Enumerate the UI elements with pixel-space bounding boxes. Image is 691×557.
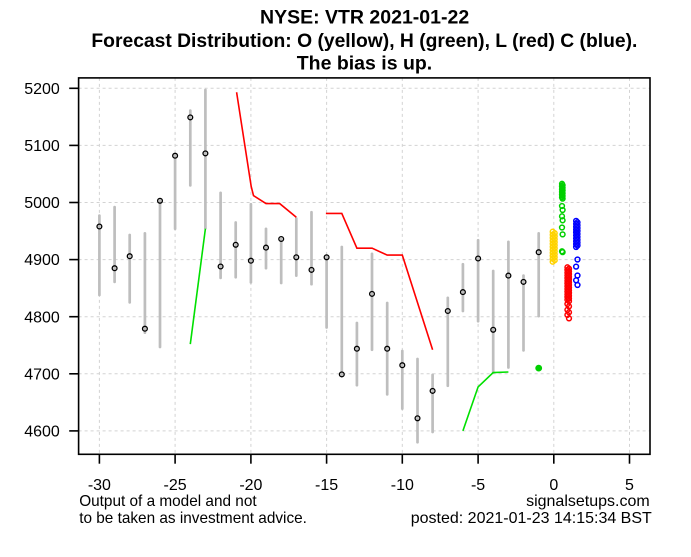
svg-text:5100: 5100 bbox=[24, 138, 60, 155]
svg-text:Forecast Distribution: O (yell: Forecast Distribution: O (yellow), H (gr… bbox=[91, 31, 637, 52]
svg-text:to be taken as investment advi: to be taken as investment advice. bbox=[79, 510, 307, 527]
svg-text:-15: -15 bbox=[315, 477, 338, 494]
svg-text:5: 5 bbox=[625, 477, 634, 494]
svg-text:5200: 5200 bbox=[24, 81, 60, 98]
svg-text:Output of a model and not: Output of a model and not bbox=[79, 493, 257, 510]
svg-text:4700: 4700 bbox=[24, 366, 60, 383]
svg-text:-10: -10 bbox=[391, 477, 414, 494]
svg-text:5000: 5000 bbox=[24, 195, 60, 212]
svg-text:4800: 4800 bbox=[24, 309, 60, 326]
svg-text:4600: 4600 bbox=[24, 424, 60, 441]
svg-text:4900: 4900 bbox=[24, 252, 60, 269]
svg-text:-20: -20 bbox=[239, 477, 262, 494]
svg-text:-25: -25 bbox=[164, 477, 187, 494]
svg-text:NYSE: VTR 2021-01-22: NYSE: VTR 2021-01-22 bbox=[260, 7, 469, 29]
svg-text:The bias is up.: The bias is up. bbox=[297, 53, 432, 75]
svg-text:-5: -5 bbox=[471, 477, 485, 494]
svg-text:posted: 2021-01-23 14:15:34 BS: posted: 2021-01-23 14:15:34 BST bbox=[411, 510, 652, 527]
svg-text:signalsetups.com: signalsetups.com bbox=[526, 493, 650, 510]
svg-text:-30: -30 bbox=[88, 477, 111, 494]
svg-text:0: 0 bbox=[549, 477, 558, 494]
